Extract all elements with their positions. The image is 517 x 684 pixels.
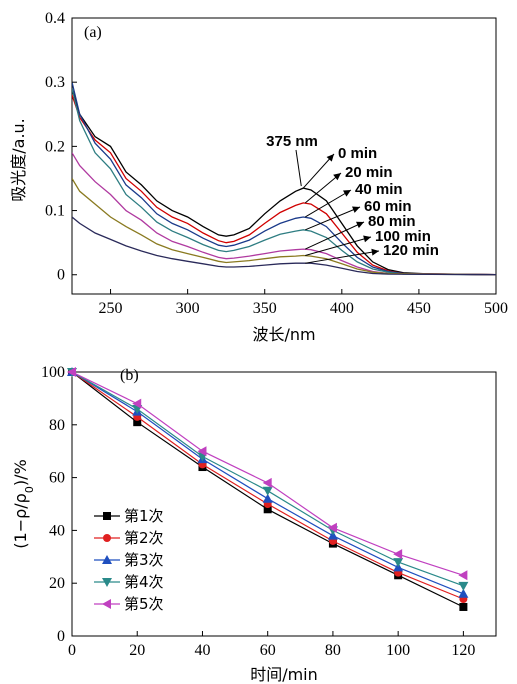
spectrum-line-3 (72, 88, 496, 276)
data-point-b-0 (263, 505, 272, 514)
series-arrow-2 (305, 189, 352, 218)
plot-frame-b (71, 371, 497, 637)
data-point-b-4 (197, 446, 207, 457)
series-arrowhead-6 (371, 248, 379, 256)
series-arrowhead-5 (363, 235, 371, 243)
legend-marker-2 (102, 555, 112, 564)
series-arrow-3 (305, 206, 361, 231)
series-label-a-1: 20 min (345, 164, 393, 181)
peak-label: 375 nm (266, 133, 318, 150)
x-tick-label-a: 300 (176, 300, 200, 317)
data-point-b-4 (262, 477, 272, 488)
y-tick-label-b: 100 (41, 364, 65, 381)
legend-label-1: 第2次 (124, 529, 164, 547)
plot-frame-a (71, 17, 497, 295)
x-tick-label-a: 500 (484, 300, 508, 317)
panel-label-a: (a) (84, 24, 102, 41)
data-point-b-4 (132, 398, 142, 409)
y-tick-label-a: 0.3 (45, 74, 65, 91)
legend-marker-0 (103, 512, 111, 520)
y-tick-label-a: 0.2 (45, 138, 65, 155)
data-point-b-3 (458, 581, 469, 591)
series-arrowhead-2 (343, 190, 351, 197)
data-point-b-2 (262, 493, 273, 503)
series-arrowhead-1 (333, 173, 341, 181)
x-tick-label-a: 250 (99, 300, 123, 317)
y-axis-label-a: 吸光度/a.u. (9, 118, 28, 202)
panel-b: 0 20 40 60 80 100 120 0 20 40 60 80 100 第1次第2次第3次第4次… (11, 364, 497, 684)
spectrum-line-0 (72, 88, 496, 276)
data-point-b-4 (393, 549, 403, 560)
series-label-a-5: 100 min (375, 228, 431, 245)
legend-label-3: 第4次 (124, 573, 164, 591)
x-tick-label-a: 350 (253, 300, 277, 317)
legend-marker-1 (103, 534, 111, 542)
data-point-b-4 (327, 522, 337, 533)
data-point-b-4 (67, 367, 76, 377)
series-label-a-3: 60 min (364, 198, 412, 215)
y-tick-label-b: 0 (57, 628, 65, 645)
panel-a: 250 300 350 400 450 500 0 0.1 0.2 0.3 0.4 375 nm 0 … (9, 10, 508, 344)
series-arrowhead-4 (356, 221, 364, 229)
panel-label-b: (b) (120, 367, 139, 384)
data-point-b-3 (262, 486, 273, 496)
series-arrow-1 (304, 172, 342, 204)
legend-label-4: 第5次 (124, 595, 164, 613)
svg-text:(1−ρ/ρ0)/%: (1−ρ/ρ0)/% (11, 459, 36, 548)
data-point-b-4 (458, 570, 468, 581)
series-label-a-6: 120 min (383, 242, 439, 259)
legend-marker-4 (102, 599, 111, 609)
legend-label-0: 第1次 (124, 507, 164, 525)
series-label-a-0: 0 min (338, 145, 377, 162)
x-tick-label-b: 80 (325, 642, 341, 659)
x-tick-label-b: 40 (194, 642, 210, 659)
y-axis-label-b: (1−ρ/ρ0)/% (11, 459, 36, 548)
x-tick-label-b: 100 (386, 642, 410, 659)
data-point-b-0 (459, 602, 468, 611)
x-tick-label-b: 20 (129, 642, 145, 659)
spectrum-line-5 (72, 178, 496, 276)
y-tick-label-b: 60 (49, 470, 65, 487)
series-arrowhead-0 (326, 154, 334, 162)
y-tick-label-b: 40 (49, 522, 65, 539)
x-tick-label-a: 450 (407, 300, 431, 317)
x-tick-label-b: 120 (451, 642, 475, 659)
spectrum-line-6 (72, 216, 496, 276)
series-arrowhead-3 (352, 206, 360, 213)
data-point-b-3 (393, 558, 404, 568)
x-axis-label-a: 波长/nm (252, 325, 315, 344)
y-tick-label-b: 80 (49, 417, 65, 434)
series-arrow-5 (305, 236, 372, 256)
y-tick-label-a: 0.4 (45, 10, 65, 27)
peak-pointer (295, 149, 302, 187)
y-tick-label-b: 20 (49, 575, 65, 592)
spectrum-line-1 (72, 94, 496, 276)
x-tick-label-b: 60 (260, 642, 276, 659)
data-point-b-2 (458, 588, 469, 598)
x-axis-label-b: 时间/min (250, 665, 318, 684)
series-arrow-4 (305, 221, 365, 250)
series-label-a-4: 80 min (368, 213, 416, 230)
spectrum-line-4 (72, 152, 496, 276)
series-arrow-6 (305, 250, 380, 264)
y-tick-label-a: 0.1 (45, 203, 65, 220)
legend-marker-3 (102, 578, 112, 587)
x-tick-label-a: 400 (330, 300, 354, 317)
x-tick-label-b: 0 (68, 642, 76, 659)
data-point-b-0 (133, 418, 142, 427)
y-tick-label-a: 0 (57, 267, 65, 284)
legend-label-2: 第3次 (124, 551, 164, 569)
series-label-a-2: 40 min (355, 181, 403, 198)
series-arrow-0 (302, 153, 335, 189)
